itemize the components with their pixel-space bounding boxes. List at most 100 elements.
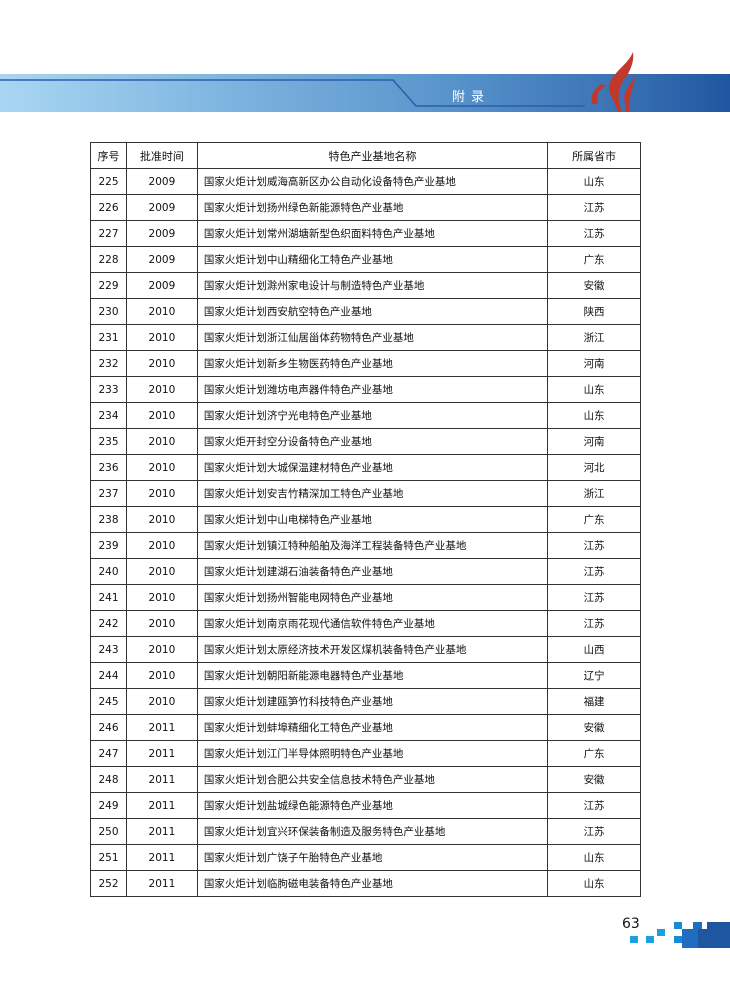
approval-year: 2011 <box>125 818 198 845</box>
table-row: 233 2010 国家火炬计划潍坊电声器件特色产业基地 山东 <box>90 376 641 403</box>
province: 浙江 <box>547 324 641 351</box>
table-row: 251 2011 国家火炬计划广饶子午胎特色产业基地 山东 <box>90 844 641 871</box>
base-name: 国家火炬计划宜兴环保装备制造及服务特色产业基地 <box>196 818 549 845</box>
base-name: 国家火炬计划滁州家电设计与制造特色产业基地 <box>196 272 549 299</box>
base-name: 国家火炬计划建瓯笋竹科技特色产业基地 <box>196 688 549 715</box>
approval-year: 2010 <box>125 428 198 455</box>
row-index: 226 <box>90 194 127 221</box>
row-index: 241 <box>90 584 127 611</box>
base-name: 国家火炬计划扬州智能电网特色产业基地 <box>196 584 549 611</box>
row-index: 250 <box>90 818 127 845</box>
row-index: 244 <box>90 662 127 689</box>
pixel-decoration <box>630 922 730 948</box>
row-index: 227 <box>90 220 127 247</box>
approval-year: 2010 <box>125 662 198 689</box>
page-number: 63 <box>622 916 640 932</box>
row-index: 230 <box>90 298 127 325</box>
industry-base-table: 序号 批准时间 特色产业基地名称 所属省市 225 2009 国家火炬计划威海高新区… <box>90 142 641 897</box>
base-name: 国家火炬计划常州湖塘新型色织面料特色产业基地 <box>196 220 549 247</box>
table-row: 235 2010 国家火炬开封空分设备特色产业基地 河南 <box>90 428 641 455</box>
table-row: 228 2009 国家火炬计划中山精细化工特色产业基地 广东 <box>90 246 641 273</box>
row-index: 233 <box>90 376 127 403</box>
approval-year: 2010 <box>125 688 198 715</box>
table-row: 245 2010 国家火炬计划建瓯笋竹科技特色产业基地 福建 <box>90 688 641 715</box>
approval-year: 2009 <box>125 220 198 247</box>
province: 山东 <box>547 402 641 429</box>
table-row: 241 2010 国家火炬计划扬州智能电网特色产业基地 江苏 <box>90 584 641 611</box>
row-index: 232 <box>90 350 127 377</box>
base-name: 国家火炬计划中山电梯特色产业基地 <box>196 506 549 533</box>
approval-year: 2010 <box>125 376 198 403</box>
base-name: 国家火炬计划南京雨花现代通信软件特色产业基地 <box>196 610 549 637</box>
approval-year: 2010 <box>125 480 198 507</box>
approval-year: 2010 <box>125 532 198 559</box>
table-row: 234 2010 国家火炬计划济宁光电特色产业基地 山东 <box>90 402 641 429</box>
approval-year: 2010 <box>125 454 198 481</box>
row-index: 231 <box>90 324 127 351</box>
row-index: 249 <box>90 792 127 819</box>
table-row: 242 2010 国家火炬计划南京雨花现代通信软件特色产业基地 江苏 <box>90 610 641 637</box>
row-index: 242 <box>90 610 127 637</box>
province: 江苏 <box>547 220 641 247</box>
table-row: 247 2011 国家火炬计划江门半导体照明特色产业基地 广东 <box>90 740 641 767</box>
base-name: 国家火炬计划西安航空特色产业基地 <box>196 298 549 325</box>
banner-lines <box>0 79 585 107</box>
table-row: 227 2009 国家火炬计划常州湖塘新型色织面料特色产业基地 江苏 <box>90 220 641 247</box>
province: 山东 <box>547 870 641 897</box>
province: 安徽 <box>547 272 641 299</box>
approval-year: 2011 <box>125 714 198 741</box>
column-header-approval-year: 批准时间 <box>125 142 198 169</box>
table-row: 250 2011 国家火炬计划宜兴环保装备制造及服务特色产业基地 江苏 <box>90 818 641 845</box>
table-row: 229 2009 国家火炬计划滁州家电设计与制造特色产业基地 安徽 <box>90 272 641 299</box>
row-index: 225 <box>90 168 127 195</box>
base-name: 国家火炬计划新乡生物医药特色产业基地 <box>196 350 549 377</box>
row-index: 243 <box>90 636 127 663</box>
base-name: 国家火炬计划朝阳新能源电器特色产业基地 <box>196 662 549 689</box>
base-name: 国家火炬计划潍坊电声器件特色产业基地 <box>196 376 549 403</box>
approval-year: 2010 <box>125 324 198 351</box>
province: 江苏 <box>547 532 641 559</box>
province: 山东 <box>547 168 641 195</box>
column-header-base-name: 特色产业基地名称 <box>196 142 549 169</box>
base-name: 国家火炬计划大城保温建材特色产业基地 <box>196 454 549 481</box>
row-index: 248 <box>90 766 127 793</box>
row-index: 240 <box>90 558 127 585</box>
approval-year: 2010 <box>125 402 198 429</box>
province: 辽宁 <box>547 662 641 689</box>
row-index: 247 <box>90 740 127 767</box>
column-header-province: 所属省市 <box>547 142 641 169</box>
base-name: 国家火炬计划太原经济技术开发区煤机装备特色产业基地 <box>196 636 549 663</box>
province: 浙江 <box>547 480 641 507</box>
approval-year: 2009 <box>125 272 198 299</box>
table-row: 243 2010 国家火炬计划太原经济技术开发区煤机装备特色产业基地 山西 <box>90 636 641 663</box>
province: 河南 <box>547 350 641 377</box>
table-row: 225 2009 国家火炬计划威海高新区办公自动化设备特色产业基地 山东 <box>90 168 641 195</box>
province: 江苏 <box>547 792 641 819</box>
table-header-row: 序号 批准时间 特色产业基地名称 所属省市 <box>90 142 641 169</box>
base-name: 国家火炬计划临朐磁电装备特色产业基地 <box>196 870 549 897</box>
approval-year: 2011 <box>125 870 198 897</box>
approval-year: 2011 <box>125 766 198 793</box>
row-index: 251 <box>90 844 127 871</box>
base-name: 国家火炬计划安吉竹精深加工特色产业基地 <box>196 480 549 507</box>
approval-year: 2009 <box>125 246 198 273</box>
province: 江苏 <box>547 558 641 585</box>
row-index: 228 <box>90 246 127 273</box>
province: 河北 <box>547 454 641 481</box>
province: 安徽 <box>547 766 641 793</box>
province: 江苏 <box>547 818 641 845</box>
table-row: 226 2009 国家火炬计划扬州绿色新能源特色产业基地 江苏 <box>90 194 641 221</box>
province: 山东 <box>547 376 641 403</box>
row-index: 229 <box>90 272 127 299</box>
base-name: 国家火炬计划中山精细化工特色产业基地 <box>196 246 549 273</box>
row-index: 245 <box>90 688 127 715</box>
province: 福建 <box>547 688 641 715</box>
approval-year: 2010 <box>125 558 198 585</box>
column-header-index: 序号 <box>90 142 127 169</box>
approval-year: 2010 <box>125 584 198 611</box>
base-name: 国家火炬计划蚌埠精细化工特色产业基地 <box>196 714 549 741</box>
approval-year: 2010 <box>125 610 198 637</box>
base-name: 国家火炬计划合肥公共安全信息技术特色产业基地 <box>196 766 549 793</box>
base-name: 国家火炬计划江门半导体照明特色产业基地 <box>196 740 549 767</box>
table-row: 239 2010 国家火炬计划镇江特种船舶及海洋工程装备特色产业基地 江苏 <box>90 532 641 559</box>
